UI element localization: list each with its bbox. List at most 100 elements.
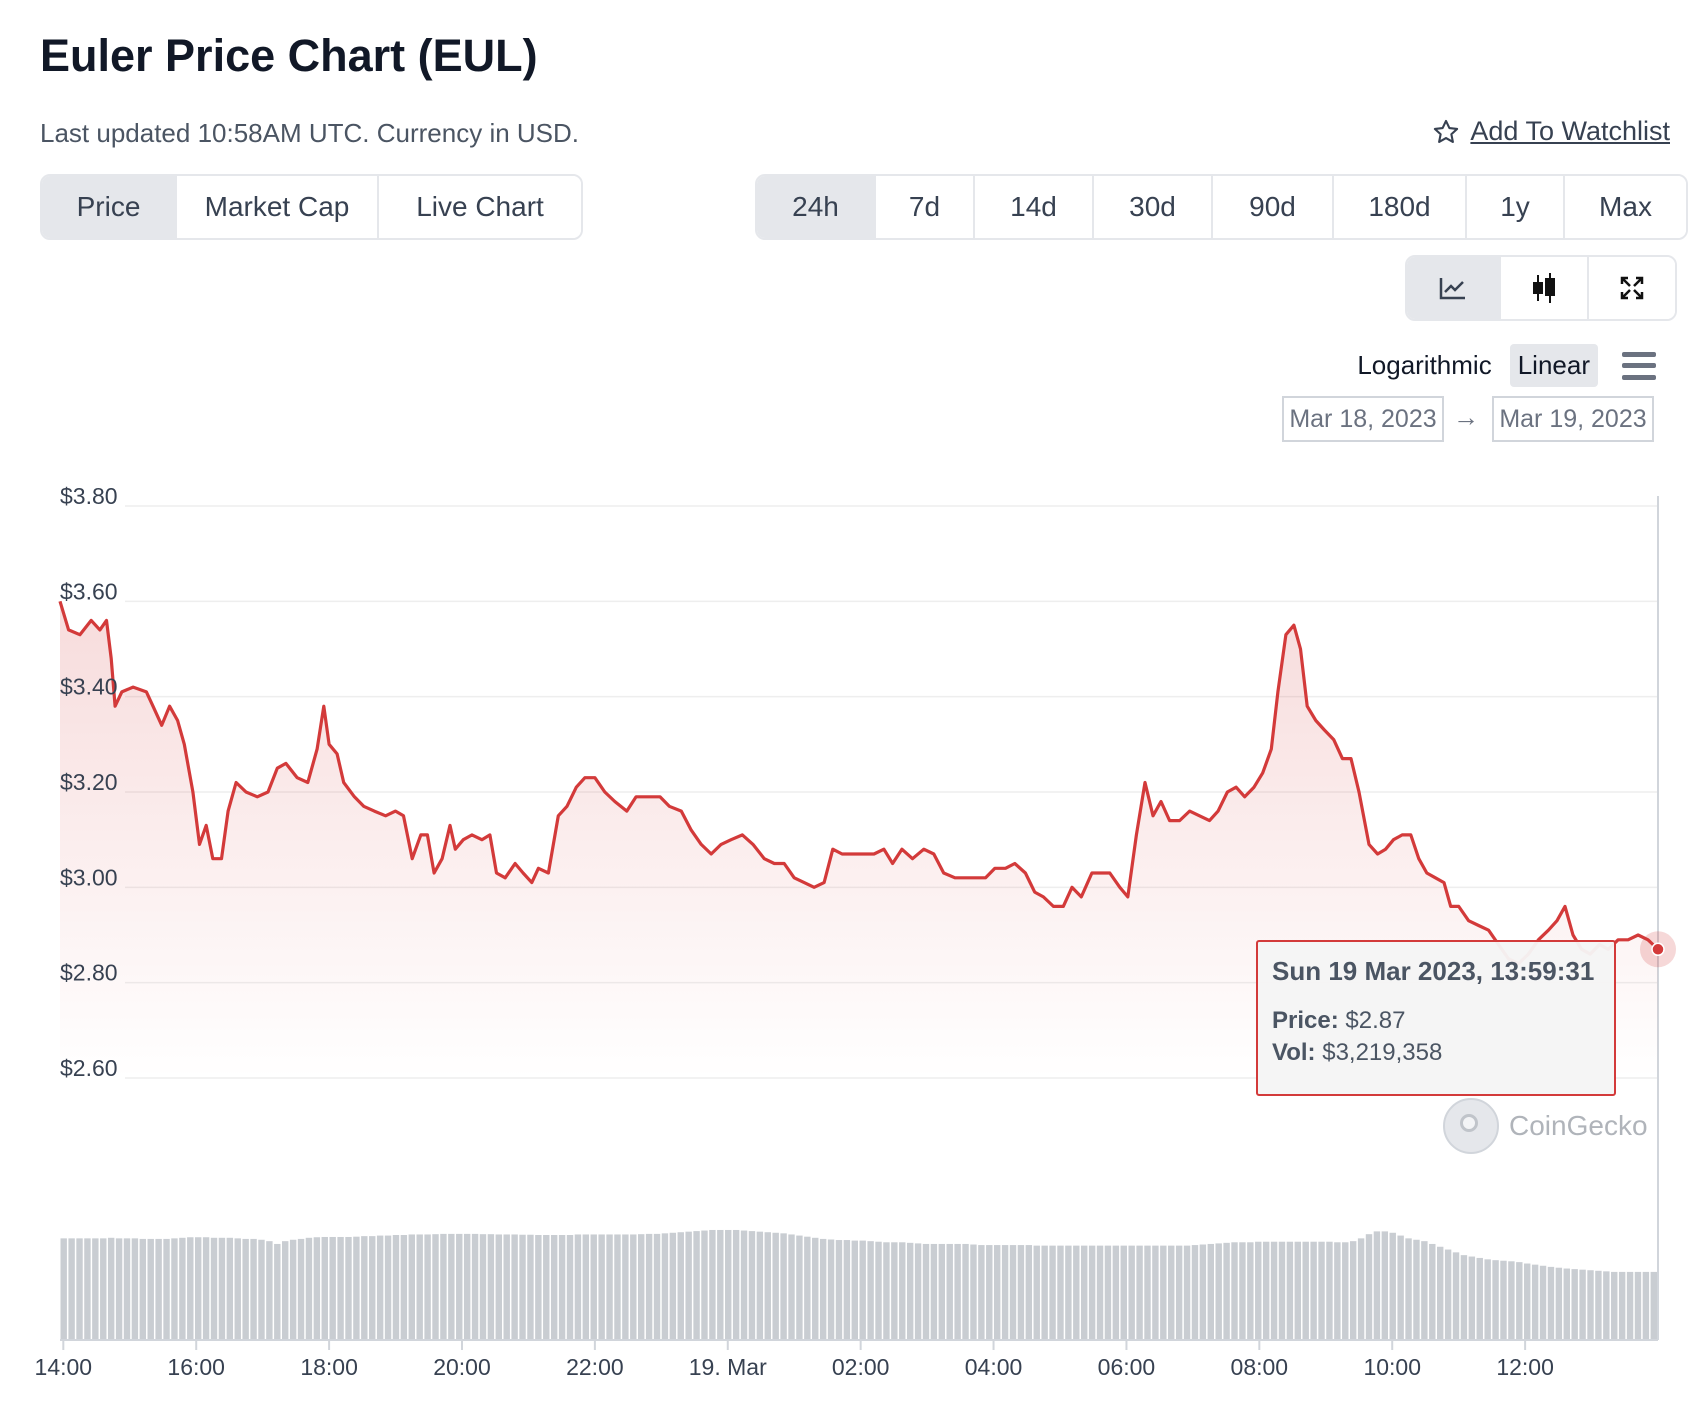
y-tick-label: $2.80 bbox=[60, 960, 118, 986]
watchlist-label: Add To Watchlist bbox=[1470, 116, 1670, 146]
volume-bar bbox=[1413, 1239, 1420, 1339]
y-tick-label: $3.40 bbox=[60, 674, 118, 700]
volume-bar bbox=[883, 1242, 890, 1339]
tab-market-cap[interactable]: Market Cap bbox=[177, 176, 379, 238]
range-14d[interactable]: 14d bbox=[975, 176, 1094, 238]
volume-bar bbox=[1104, 1245, 1112, 1339]
volume-bar bbox=[305, 1237, 313, 1339]
tooltip-time: Sun 19 Mar 2023, 13:59:31 bbox=[1272, 956, 1595, 986]
volume-bar bbox=[875, 1241, 882, 1339]
volume-bar bbox=[1270, 1241, 1278, 1339]
range-max[interactable]: Max bbox=[1565, 176, 1686, 238]
fullscreen-button[interactable] bbox=[1589, 257, 1675, 319]
volume-bar bbox=[432, 1234, 439, 1339]
volume-bar bbox=[1310, 1241, 1317, 1339]
volume-bar bbox=[622, 1234, 629, 1339]
y-tick-label: $2.60 bbox=[60, 1055, 118, 1081]
volume-bar bbox=[535, 1235, 542, 1339]
volume-bar bbox=[392, 1235, 400, 1339]
chart-tooltip: Sun 19 Mar 2023, 13:59:31 Price: $2.87 V… bbox=[1256, 940, 1616, 1096]
volume-bar bbox=[1318, 1241, 1325, 1339]
line-chart-button[interactable] bbox=[1407, 257, 1501, 319]
range-1y[interactable]: 1y bbox=[1467, 176, 1565, 238]
volume-bar bbox=[1033, 1245, 1040, 1339]
volume-bar bbox=[685, 1231, 692, 1339]
y-tick-label: $3.60 bbox=[60, 578, 118, 604]
volume-bar bbox=[210, 1237, 218, 1339]
volume-bar bbox=[408, 1234, 415, 1339]
volume-bar bbox=[353, 1236, 360, 1339]
candlestick-icon bbox=[1533, 273, 1555, 303]
range-180d[interactable]: 180d bbox=[1334, 176, 1467, 238]
volume-bar bbox=[1057, 1245, 1064, 1339]
volume-bar bbox=[1009, 1245, 1017, 1339]
volume-bar bbox=[384, 1235, 392, 1339]
range-30d[interactable]: 30d bbox=[1094, 176, 1213, 238]
volume-bar bbox=[155, 1238, 162, 1339]
volume-bar bbox=[1547, 1266, 1555, 1339]
volume-bar bbox=[827, 1239, 835, 1339]
volume-bar bbox=[637, 1234, 645, 1339]
volume-bar bbox=[321, 1236, 328, 1339]
date-from-input[interactable]: Mar 18, 2023 bbox=[1282, 396, 1444, 442]
x-tick-label: 22:00 bbox=[566, 1354, 624, 1380]
volume-bar bbox=[1397, 1235, 1404, 1339]
volume-bar bbox=[582, 1234, 590, 1339]
volume-bar bbox=[1389, 1232, 1396, 1339]
volume-bar bbox=[1302, 1241, 1309, 1339]
range-7d[interactable]: 7d bbox=[876, 176, 975, 238]
volume-bar bbox=[709, 1229, 716, 1339]
volume-bar bbox=[313, 1237, 321, 1339]
range-24h[interactable]: 24h bbox=[757, 176, 876, 238]
volume-bar bbox=[772, 1232, 779, 1339]
volume-bar bbox=[590, 1234, 597, 1339]
volume-bar bbox=[930, 1243, 938, 1339]
volume-bar bbox=[740, 1230, 748, 1339]
x-tick-label: 08:00 bbox=[1231, 1354, 1289, 1380]
volume-bar bbox=[84, 1238, 91, 1339]
volume-bar bbox=[131, 1238, 139, 1339]
volume-bar bbox=[218, 1237, 226, 1339]
volume-bar bbox=[606, 1234, 613, 1339]
volume-bar bbox=[986, 1245, 993, 1339]
volume-bar bbox=[796, 1235, 803, 1339]
add-to-watchlist-button[interactable]: Add To Watchlist bbox=[1432, 116, 1670, 147]
volume-bar bbox=[819, 1238, 827, 1339]
volume-bar bbox=[171, 1238, 178, 1339]
hover-marker bbox=[1651, 942, 1665, 957]
chart-type-tabs: Price Market Cap Live Chart bbox=[40, 174, 583, 240]
volume-bar bbox=[369, 1236, 376, 1339]
logarithmic-option[interactable]: Logarithmic bbox=[1357, 350, 1492, 380]
volume-bar bbox=[843, 1240, 851, 1339]
volume-bar bbox=[1603, 1271, 1610, 1339]
time-range-tabs: 24h 7d 14d 30d 90d 180d 1y Max bbox=[755, 174, 1688, 240]
volume-bar bbox=[400, 1235, 408, 1339]
linear-option[interactable]: Linear bbox=[1509, 344, 1598, 387]
hamburger-menu-icon[interactable] bbox=[1622, 351, 1656, 380]
volume-bar bbox=[1120, 1245, 1127, 1339]
volume-bar bbox=[780, 1233, 787, 1339]
price-chart[interactable]: $2.60 $2.80 $3.00 $3.20 $3.40 $3.60 $3.80 14:0… bbox=[0, 460, 1696, 1400]
volume-bar bbox=[701, 1230, 708, 1339]
volume-bar bbox=[1429, 1243, 1436, 1339]
volume-bar bbox=[511, 1234, 518, 1339]
tooltip-vol-value: $3,219,358 bbox=[1322, 1039, 1443, 1066]
volume-bar bbox=[717, 1229, 724, 1339]
volume-bar bbox=[440, 1233, 447, 1339]
volume-bar bbox=[1563, 1268, 1570, 1339]
date-to-input[interactable]: Mar 19, 2023 bbox=[1492, 396, 1654, 442]
volume-bar bbox=[1081, 1245, 1088, 1339]
tab-live-chart[interactable]: Live Chart bbox=[379, 176, 581, 238]
volume-bar bbox=[835, 1240, 843, 1339]
volume-bar bbox=[1160, 1245, 1167, 1339]
candlestick-button[interactable] bbox=[1501, 257, 1589, 319]
volume-bar bbox=[748, 1231, 756, 1339]
volume-bar bbox=[1017, 1245, 1025, 1339]
tab-price[interactable]: Price bbox=[42, 176, 177, 238]
range-90d[interactable]: 90d bbox=[1213, 176, 1334, 238]
volume-bar bbox=[550, 1235, 558, 1339]
volume-bar bbox=[1239, 1242, 1246, 1339]
volume-bar bbox=[1096, 1245, 1104, 1339]
volume-bar bbox=[1065, 1245, 1072, 1339]
page-title: Euler Price Chart (EUL) bbox=[40, 30, 538, 81]
